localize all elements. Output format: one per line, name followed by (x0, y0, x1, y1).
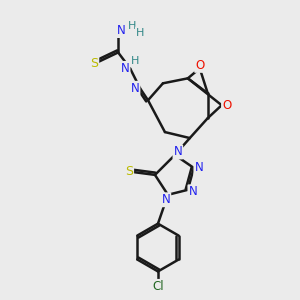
Text: Cl: Cl (152, 280, 164, 293)
Text: N: N (131, 82, 140, 95)
Text: O: O (222, 99, 231, 112)
Text: N: N (117, 24, 125, 37)
Text: N: N (162, 193, 170, 206)
Text: H: H (136, 28, 144, 38)
Text: N: N (188, 185, 197, 198)
Text: H: H (128, 21, 136, 31)
Text: N: N (194, 161, 203, 174)
Text: N: N (121, 62, 130, 75)
Text: N: N (173, 146, 182, 158)
Text: S: S (125, 165, 133, 178)
Text: S: S (90, 57, 98, 70)
Text: H: H (131, 56, 139, 66)
Text: O: O (195, 59, 204, 72)
